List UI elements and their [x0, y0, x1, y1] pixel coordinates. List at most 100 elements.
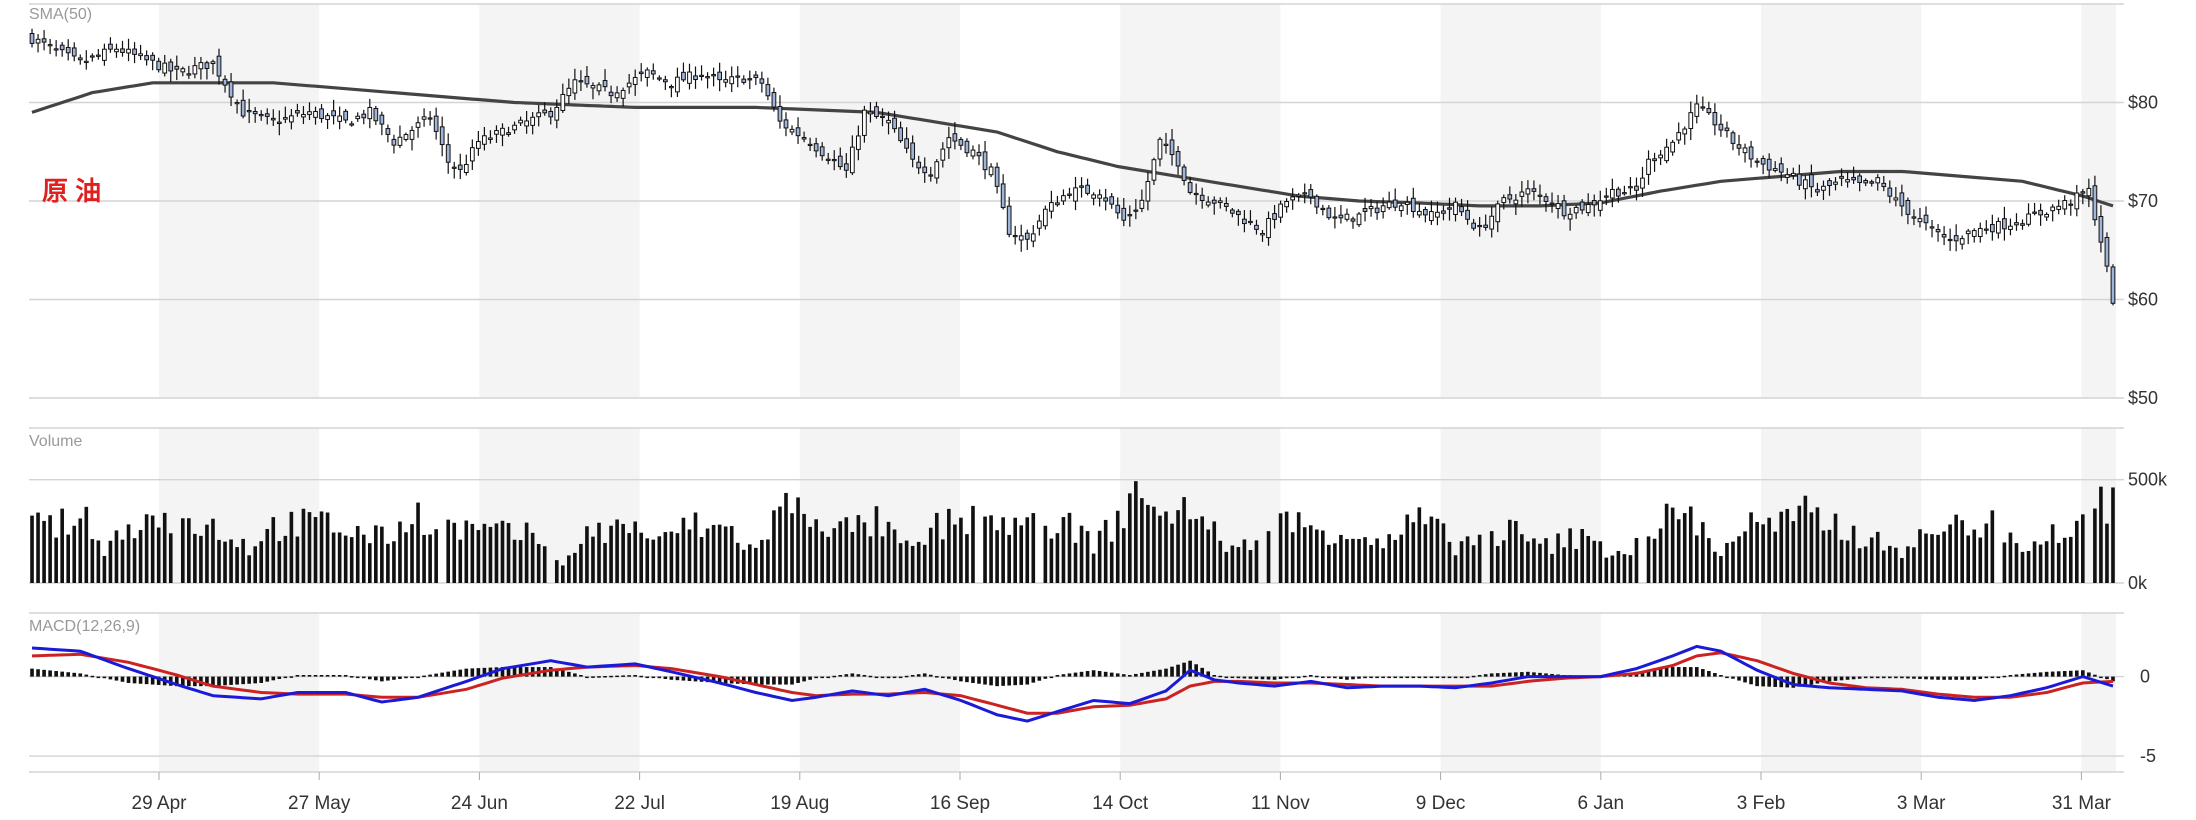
- candle-body: [349, 123, 355, 126]
- volume-bar: [428, 534, 432, 583]
- macd-hist-bar: [1930, 676, 1934, 680]
- candle-body: [1392, 199, 1398, 208]
- macd-hist-bar: [778, 676, 782, 685]
- candle-body: [789, 128, 795, 133]
- macd-hist-bar: [651, 676, 656, 679]
- candle-body: [343, 110, 349, 121]
- volume-bar: [1785, 508, 1790, 583]
- macd-hist-bar: [325, 675, 330, 677]
- macd-hist-bar: [922, 673, 927, 677]
- candle-body: [862, 109, 867, 136]
- candle-body: [102, 48, 107, 61]
- candle-body: [1875, 177, 1881, 184]
- macd-hist-bar: [1375, 676, 1379, 679]
- macd-hist-bar: [1894, 676, 1898, 679]
- candle-body: [904, 138, 909, 149]
- volume-bar: [1423, 524, 1428, 583]
- macd-hist-bar: [181, 676, 185, 687]
- candle-body: [1193, 192, 1199, 196]
- volume-bar: [1598, 541, 1603, 583]
- candle-body: [1109, 196, 1115, 205]
- candle-body: [168, 61, 174, 72]
- macd-hist-bar: [1091, 670, 1096, 677]
- candle-body: [1290, 196, 1296, 201]
- volume-bar: [1857, 548, 1862, 583]
- volume-bar: [597, 522, 601, 583]
- candle-body: [138, 53, 143, 57]
- volume-bar: [850, 531, 855, 583]
- candle-body: [807, 143, 813, 147]
- macd-hist-bar: [1013, 676, 1018, 686]
- macd-hist-bar: [1200, 667, 1204, 677]
- volume-bar: [1809, 512, 1814, 583]
- candle-body: [1012, 234, 1018, 238]
- candle-body: [403, 134, 409, 140]
- volume-bar: [2081, 514, 2085, 583]
- candle-body: [313, 111, 318, 118]
- candle-body: [940, 148, 946, 161]
- candle-body: [1091, 194, 1096, 199]
- macd-hist-bar: [1236, 676, 1241, 679]
- volume-bar: [1248, 550, 1253, 583]
- volume-bar: [1821, 530, 1826, 583]
- candle-body: [849, 146, 855, 174]
- candle-body: [759, 78, 765, 84]
- volume-bar: [856, 515, 861, 583]
- candle-body: [699, 74, 704, 77]
- macd-lines: [31, 644, 2114, 723]
- candle-body: [1730, 132, 1736, 144]
- volume-bar: [90, 539, 95, 583]
- macd-hist-bar: [1839, 676, 1844, 681]
- macd-hist-bar: [947, 676, 951, 679]
- volume-bar: [796, 497, 800, 583]
- candle-body: [1706, 108, 1712, 114]
- volume-bar: [325, 512, 330, 583]
- candle-body: [457, 164, 463, 170]
- candle-body: [1127, 214, 1133, 217]
- macd-hist-bar: [512, 667, 517, 677]
- macd-hist-bar: [1743, 676, 1747, 683]
- volume-bar: [1091, 553, 1096, 583]
- month-band: [2081, 428, 2116, 583]
- candle-body: [1983, 228, 1989, 231]
- volume-bar: [868, 536, 873, 583]
- macd-hist-bar: [1049, 676, 1054, 679]
- volume-bar: [989, 515, 993, 583]
- volume-bar: [1586, 535, 1591, 583]
- candle-body: [325, 115, 330, 120]
- macd-hist-bar: [30, 668, 34, 677]
- volume-bar: [2014, 543, 2019, 583]
- candle-body: [813, 143, 819, 152]
- macd-hist-bar: [404, 676, 408, 679]
- macd-hist-bar: [874, 676, 879, 679]
- macd-hist-bar: [1441, 676, 1446, 679]
- candle-body: [1284, 201, 1289, 208]
- volume-bar: [162, 512, 167, 583]
- macd-hist-bar: [1043, 676, 1048, 679]
- volume-bar: [1791, 521, 1796, 583]
- candle-body: [1670, 141, 1676, 153]
- candle-body: [1996, 220, 2001, 234]
- volume-bar: [494, 523, 499, 583]
- volume-bar: [464, 520, 469, 583]
- macd-hist-bar: [1688, 667, 1693, 677]
- macd-hist-bar: [1459, 676, 1464, 679]
- macd-hist-bar: [1296, 676, 1301, 679]
- candle-body: [1368, 205, 1374, 210]
- volume-bar: [181, 518, 185, 583]
- candle-body: [1591, 200, 1597, 206]
- macd-hist-bar: [2014, 674, 2019, 677]
- volume-bar: [675, 533, 680, 583]
- volume-bar: [2038, 544, 2043, 583]
- candle-body: [1694, 103, 1700, 117]
- volume-bar: [898, 543, 903, 583]
- macd-hist-bar: [1405, 676, 1410, 679]
- candle-body: [1296, 194, 1302, 197]
- volume-bar: [886, 521, 891, 583]
- candle-body: [258, 113, 264, 117]
- candle-body: [439, 126, 445, 146]
- candle-body: [307, 111, 312, 115]
- macd-hist-bar: [42, 669, 46, 677]
- candle-body: [1815, 189, 1820, 193]
- macd-hist-bar: [1061, 674, 1066, 677]
